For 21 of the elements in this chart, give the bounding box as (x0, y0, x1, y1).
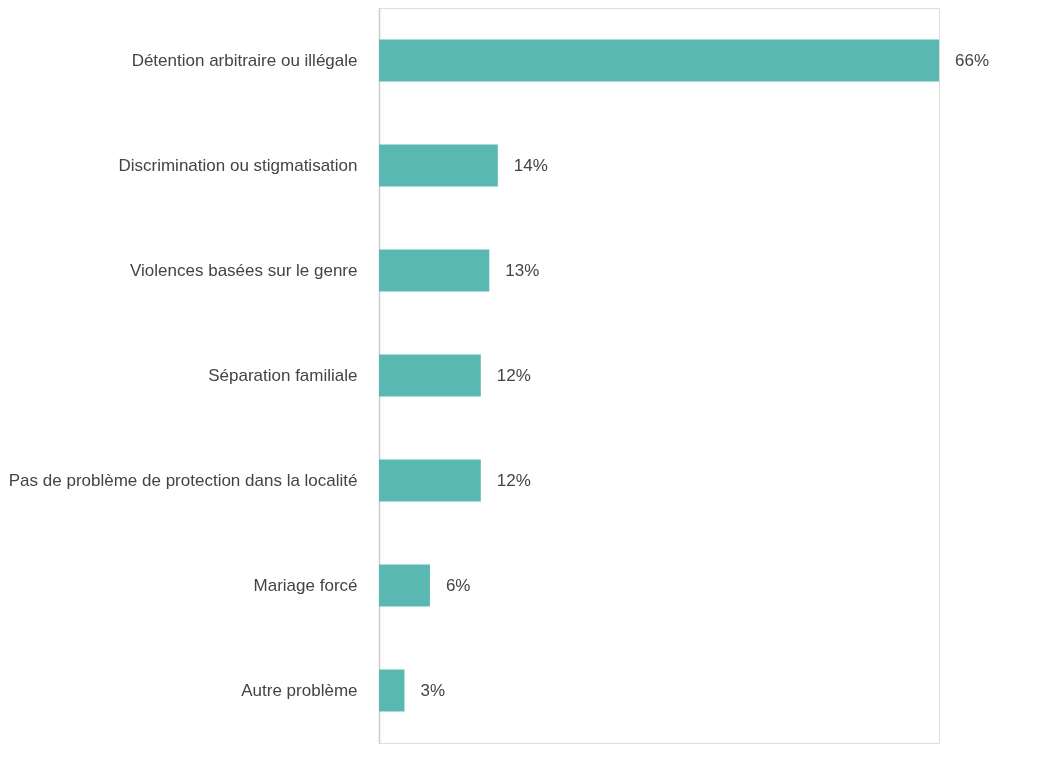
y-tick-label: Autre problème (241, 680, 358, 700)
data-label: 14% (513, 155, 548, 175)
bar (379, 669, 405, 712)
bar (379, 249, 490, 292)
y-tick-label: Discrimination ou stigmatisation (118, 155, 358, 175)
data-label: 13% (505, 260, 540, 280)
data-label: 66% (955, 50, 990, 70)
bar (379, 354, 481, 397)
bar (379, 564, 430, 607)
data-label: 6% (445, 575, 471, 595)
data-label: 12% (496, 470, 531, 490)
bar (379, 39, 939, 82)
data-label: 12% (496, 365, 531, 385)
y-tick-label: Violences basées sur le genre (130, 260, 358, 280)
y-tick-label: Détention arbitraire ou illégale (131, 50, 358, 70)
y-tick-label: Séparation familiale (208, 365, 358, 385)
bar (379, 459, 481, 502)
bar (379, 144, 498, 187)
data-label: 3% (420, 680, 446, 700)
y-tick-label: Mariage forcé (253, 575, 358, 595)
y-tick-label: Pas de problème de protection dans la localité (8, 470, 358, 490)
